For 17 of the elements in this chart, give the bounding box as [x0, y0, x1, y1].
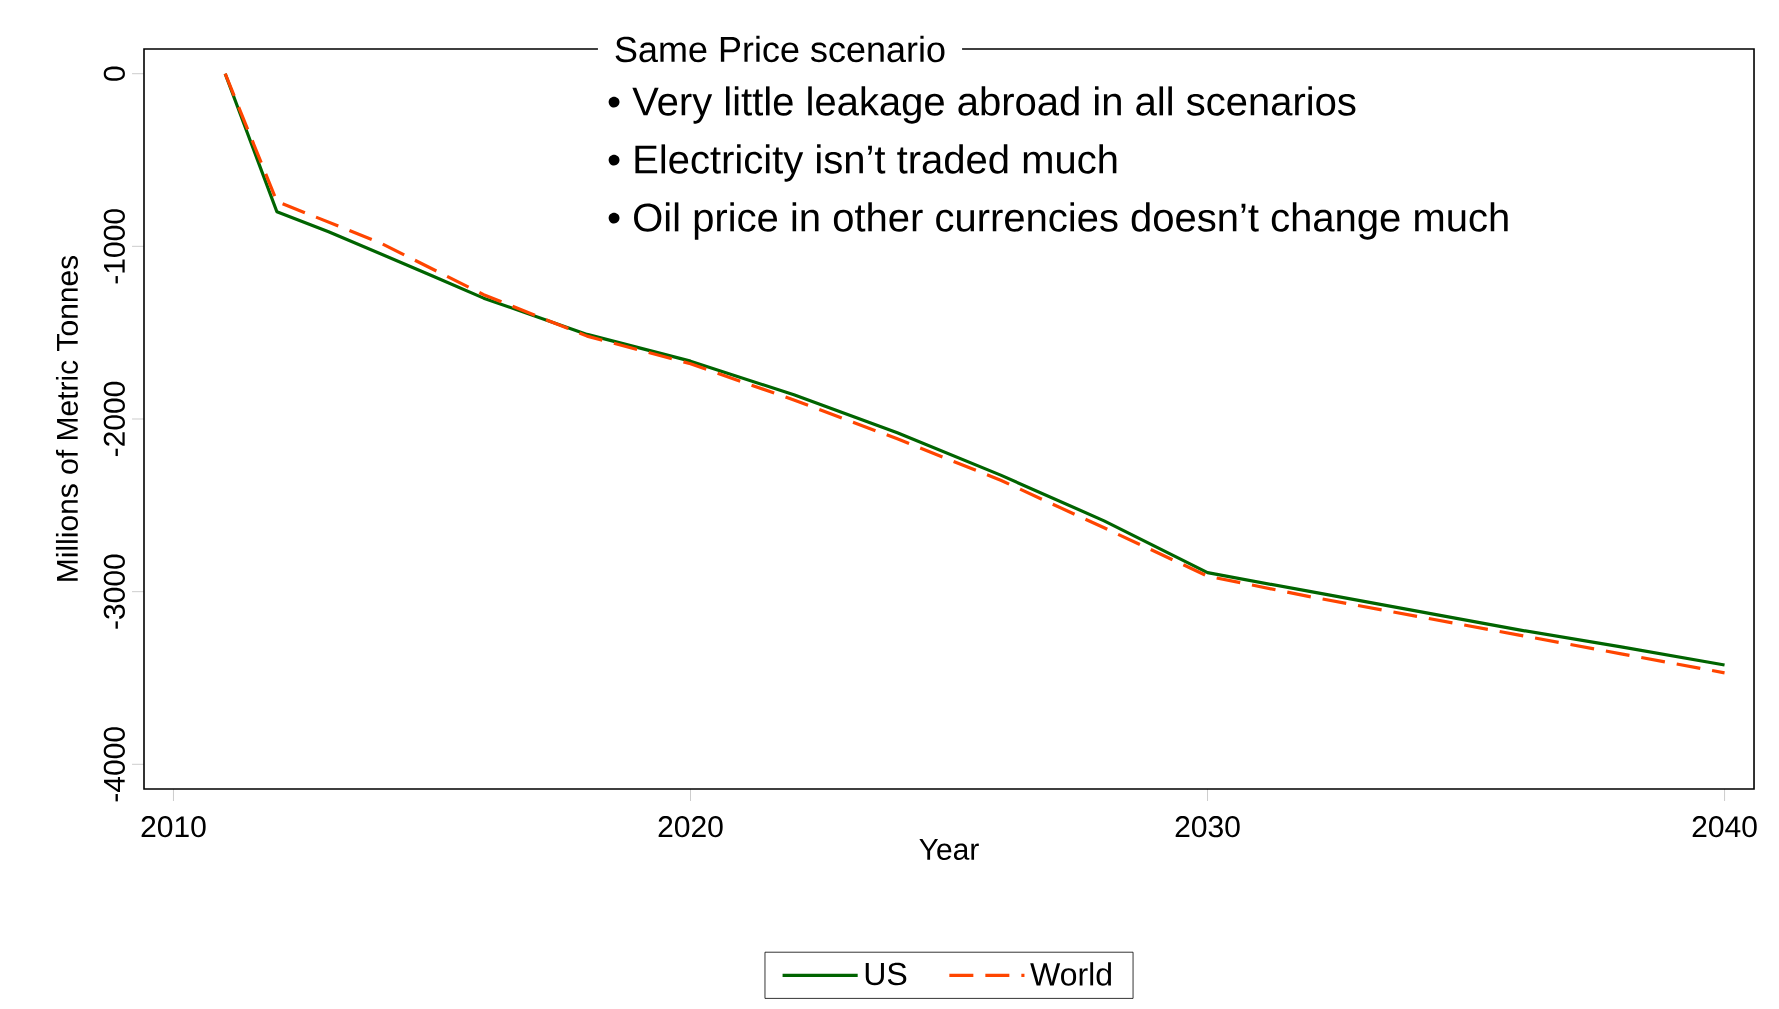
y-tick-label: -4000 — [103, 727, 125, 802]
x-axis-title: Year — [919, 839, 979, 860]
x-tick-label: 2040 — [1692, 816, 1757, 838]
legend-label: World — [1030, 962, 1111, 986]
chart-title: Same Price scenario — [615, 35, 945, 63]
legend-label: US — [865, 962, 907, 986]
x-tick-label: 2030 — [1175, 816, 1240, 838]
y-axis-title: Millions of Metric Tonnes — [55, 255, 78, 581]
y-tick-label: 0 — [103, 66, 125, 81]
y-tick-label: -1000 — [103, 209, 125, 284]
x-tick-label: 2020 — [658, 816, 723, 838]
annotation: • Very little leakage abroad in all scenarios — [608, 86, 1356, 124]
annotation: • Oil price in other currencies doesn’t change much — [608, 202, 1508, 240]
y-tick-label: -3000 — [103, 554, 125, 629]
x-tick-label: 2010 — [141, 816, 206, 838]
annotation: • Electricity isn’t traded much — [608, 144, 1117, 182]
y-tick-label: -2000 — [103, 381, 125, 457]
